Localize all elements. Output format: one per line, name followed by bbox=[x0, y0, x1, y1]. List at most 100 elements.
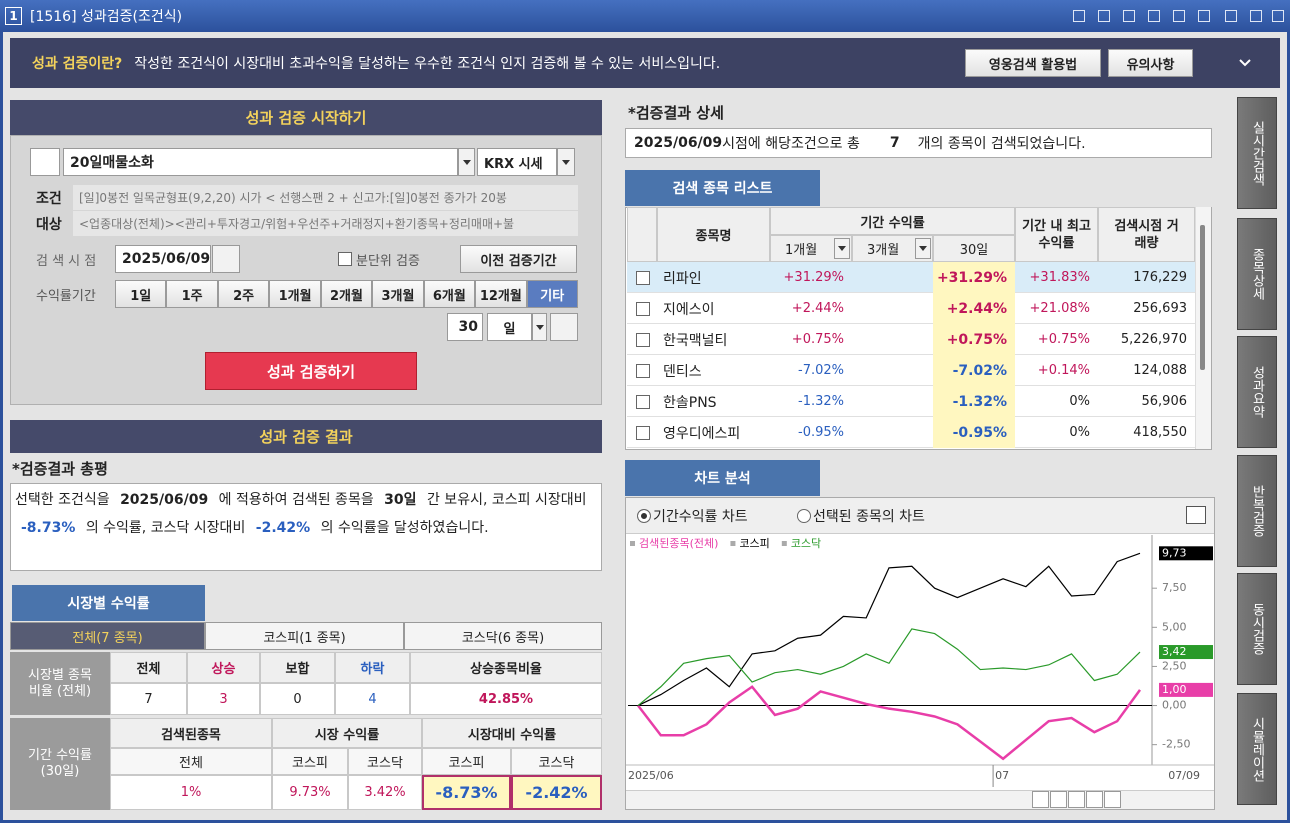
radio[interactable] bbox=[637, 509, 651, 523]
condition-icon[interactable] bbox=[30, 148, 60, 176]
info-part: 시점에 해당조건으로 총 bbox=[722, 136, 860, 152]
summary-part: 2025/06/09 bbox=[120, 492, 209, 508]
title-icon[interactable] bbox=[1098, 10, 1110, 22]
day-unit-select[interactable]: 일 bbox=[487, 313, 532, 341]
market-tab[interactable]: 시장별 수익률 bbox=[12, 585, 205, 621]
side-tab[interactable]: 동시검증 bbox=[1237, 573, 1277, 685]
ratio-header: 전체 bbox=[110, 652, 187, 683]
returns-sub: 코스닥 bbox=[511, 748, 602, 775]
list-tab[interactable]: 검색 종목 리스트 bbox=[625, 170, 820, 206]
dropdown-arrow[interactable] bbox=[458, 148, 475, 176]
checkbox[interactable] bbox=[338, 252, 352, 266]
banner-button[interactable]: 영웅검색 활용법 bbox=[965, 49, 1101, 77]
title-icon[interactable] bbox=[1173, 10, 1185, 22]
settings-button[interactable] bbox=[550, 313, 578, 341]
start-header: 성과 검증 시작하기 bbox=[10, 100, 602, 135]
list-row[interactable] bbox=[627, 355, 1195, 386]
side-tab[interactable]: 실시간검색 bbox=[1237, 97, 1277, 209]
calendar-button[interactable] bbox=[212, 245, 240, 273]
dropdown-arrow[interactable] bbox=[557, 148, 575, 176]
checkbox[interactable] bbox=[636, 333, 650, 347]
side-tab[interactable]: 성과요약 bbox=[1237, 336, 1277, 448]
chart-tab[interactable]: 차트 분석 bbox=[625, 460, 820, 496]
scroll-button[interactable] bbox=[1032, 791, 1049, 808]
list-row[interactable] bbox=[627, 324, 1195, 355]
checkbox[interactable] bbox=[636, 426, 650, 440]
returns-sub: 전체 bbox=[110, 748, 272, 775]
period-button[interactable]: 기타 bbox=[526, 280, 578, 308]
title-icon[interactable] bbox=[1148, 10, 1160, 22]
period-button[interactable]: 2개월 bbox=[320, 280, 373, 308]
days-input[interactable]: 30 bbox=[447, 313, 483, 341]
stock-name: 한솔PNS bbox=[663, 394, 717, 411]
period-button[interactable]: 1주 bbox=[166, 280, 218, 308]
return-1m: -0.95% bbox=[798, 425, 844, 440]
checkbox[interactable] bbox=[636, 302, 650, 316]
return-1m: -7.02% bbox=[798, 363, 844, 378]
checkbox[interactable] bbox=[636, 271, 650, 285]
period-button[interactable]: 1개월 bbox=[269, 280, 321, 308]
scroll-button[interactable] bbox=[1050, 791, 1067, 808]
list-row[interactable] bbox=[627, 386, 1195, 417]
summary-part: 선택한 조건식을 bbox=[15, 492, 115, 508]
title-icon[interactable] bbox=[1272, 10, 1284, 22]
summary-part: -2.42% bbox=[255, 520, 311, 536]
run-button[interactable]: 성과 검증하기 bbox=[205, 352, 417, 390]
cond-label: 조건 bbox=[36, 190, 62, 207]
condition-select[interactable]: 20일매물소화 bbox=[63, 148, 458, 176]
volume: 124,088 bbox=[1133, 363, 1187, 378]
side-tab[interactable]: 종목상세 bbox=[1237, 218, 1277, 330]
side-tab[interactable]: 반복검증 bbox=[1237, 455, 1277, 567]
returns-sub: 코스닥 bbox=[348, 748, 422, 775]
title-icon[interactable] bbox=[1250, 10, 1262, 22]
chart-menu-button[interactable] bbox=[1186, 506, 1206, 524]
dropdown-arrow[interactable] bbox=[532, 313, 547, 341]
dropdown-arrow[interactable] bbox=[834, 238, 850, 259]
volume: 56,906 bbox=[1141, 394, 1188, 409]
period-button[interactable]: 1일 bbox=[115, 280, 167, 308]
side-tab[interactable]: 시뮬레이션 bbox=[1237, 693, 1277, 805]
period-button[interactable]: 12개월 bbox=[475, 280, 527, 308]
prev-period-button[interactable]: 이전 검증기간 bbox=[460, 245, 577, 273]
list-row[interactable] bbox=[627, 262, 1195, 293]
return-1m: +2.44% bbox=[791, 301, 844, 316]
summary-box: 선택한 조건식을 2025/06/09 에 적용하여 검색된 종목을 30일 간… bbox=[10, 483, 602, 571]
period-button[interactable]: 2주 bbox=[217, 280, 270, 308]
summary-part: 에 적용하여 검색된 종목을 bbox=[214, 492, 379, 508]
list-subheader: 30일 bbox=[933, 235, 1015, 262]
ratio-value: 4 bbox=[335, 683, 410, 715]
title-icon[interactable] bbox=[1225, 10, 1237, 22]
checkbox[interactable] bbox=[636, 395, 650, 409]
scroll-thumb[interactable] bbox=[1200, 225, 1205, 370]
market-subtab[interactable]: 코스닥(6 종목) bbox=[404, 622, 602, 650]
detail-title: *검증결과 상세 bbox=[628, 104, 724, 122]
stock-name: 영우디에스피 bbox=[663, 425, 741, 442]
list-row[interactable] bbox=[627, 417, 1195, 448]
period-button[interactable]: 3개월 bbox=[372, 280, 424, 308]
dropdown-arrow[interactable] bbox=[915, 238, 931, 259]
scroll-button[interactable] bbox=[1104, 791, 1121, 808]
radio[interactable] bbox=[797, 509, 811, 523]
chart-scrollbar[interactable] bbox=[626, 790, 1214, 809]
stock-name: 덴티스 bbox=[663, 363, 702, 380]
market-subtab[interactable]: 전체(7 종목) bbox=[10, 622, 205, 650]
checkbox[interactable] bbox=[636, 364, 650, 378]
title-icon[interactable] bbox=[1073, 10, 1085, 22]
title-icon[interactable] bbox=[1198, 10, 1210, 22]
scroll-button[interactable] bbox=[1086, 791, 1103, 808]
scroll-button[interactable] bbox=[1068, 791, 1085, 808]
radio-label[interactable]: 선택된 종목의 차트 bbox=[813, 509, 925, 525]
return-30d: -0.95% bbox=[933, 417, 1015, 448]
collapse-button[interactable] bbox=[1232, 50, 1258, 76]
list-row[interactable] bbox=[627, 293, 1195, 324]
title-icon[interactable] bbox=[1123, 10, 1135, 22]
market-subtab[interactable]: 코스피(1 종목) bbox=[205, 622, 404, 650]
max-return: 0% bbox=[1069, 394, 1090, 409]
period-button[interactable]: 6개월 bbox=[423, 280, 476, 308]
market-select[interactable]: KRX 시세 bbox=[477, 148, 557, 176]
summary-part: 의 수익률, 코스닥 시장대비 bbox=[81, 520, 250, 536]
result-header: 성과 검증 결과 bbox=[10, 420, 602, 453]
date-input[interactable]: 2025/06/09 bbox=[115, 245, 211, 273]
radio-label[interactable]: 기간수익률 차트 bbox=[653, 509, 748, 525]
banner-button[interactable]: 유의사항 bbox=[1108, 49, 1193, 77]
